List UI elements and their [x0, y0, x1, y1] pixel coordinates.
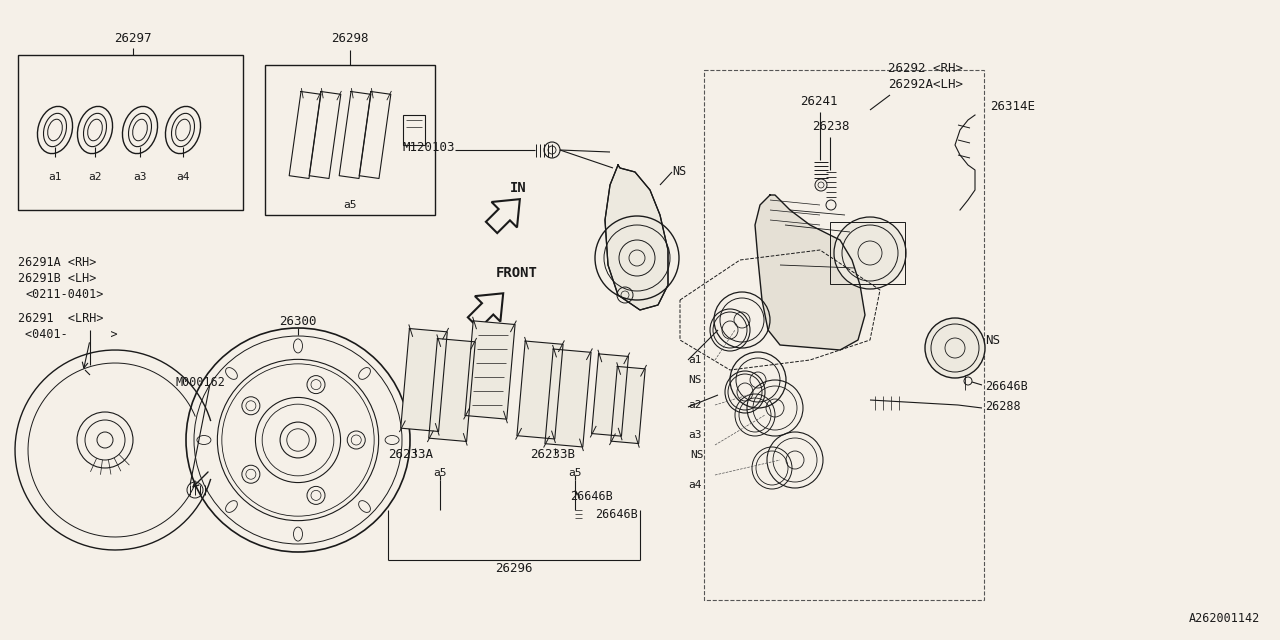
Polygon shape — [545, 349, 591, 447]
Text: 26646B: 26646B — [595, 508, 637, 521]
Polygon shape — [591, 354, 628, 436]
Polygon shape — [611, 367, 645, 444]
Text: M120103: M120103 — [402, 141, 454, 154]
Bar — [18, 55, 243, 210]
Circle shape — [835, 217, 906, 289]
Text: 26300: 26300 — [279, 315, 316, 328]
Text: 26288: 26288 — [986, 400, 1020, 413]
Bar — [829, 222, 905, 284]
Text: 26291B <LH>: 26291B <LH> — [18, 272, 96, 285]
Text: 26233B: 26233B — [530, 448, 575, 461]
Text: a3: a3 — [689, 430, 701, 440]
Text: a5: a5 — [568, 468, 581, 478]
Bar — [403, 115, 425, 145]
Text: M000162: M000162 — [175, 376, 225, 389]
Text: 26291  <LRH>: 26291 <LRH> — [18, 312, 104, 325]
Text: NS: NS — [690, 450, 704, 460]
Text: 26646B: 26646B — [986, 380, 1028, 393]
Polygon shape — [486, 199, 520, 233]
Text: a5: a5 — [343, 200, 357, 210]
Text: a3: a3 — [133, 172, 147, 182]
Text: a1: a1 — [689, 355, 701, 365]
Text: a4: a4 — [177, 172, 189, 182]
Polygon shape — [755, 195, 865, 350]
Text: 26241: 26241 — [800, 95, 837, 108]
Text: a4: a4 — [689, 480, 701, 490]
Polygon shape — [429, 339, 475, 442]
Text: <0401-      >: <0401- > — [26, 328, 118, 341]
Text: a1: a1 — [49, 172, 61, 182]
Text: NS: NS — [689, 375, 701, 385]
Text: A262001142: A262001142 — [1189, 612, 1260, 625]
Polygon shape — [401, 328, 447, 431]
Text: 26292A<LH>: 26292A<LH> — [888, 78, 963, 91]
Bar — [265, 65, 435, 215]
Text: a2: a2 — [689, 400, 701, 410]
Circle shape — [925, 318, 986, 378]
Text: a5: a5 — [433, 468, 447, 478]
Text: 26297: 26297 — [114, 32, 152, 45]
Bar — [704, 70, 984, 600]
Text: IN: IN — [509, 181, 527, 195]
Polygon shape — [468, 293, 503, 329]
Text: 26298: 26298 — [332, 32, 369, 45]
Text: 26292 <RH>: 26292 <RH> — [888, 62, 963, 75]
Text: 26314E: 26314E — [989, 100, 1036, 113]
Text: 26238: 26238 — [812, 120, 850, 133]
Text: NS: NS — [986, 333, 1000, 346]
Polygon shape — [605, 165, 668, 310]
Polygon shape — [517, 341, 563, 439]
Text: a2: a2 — [88, 172, 101, 182]
Text: 26296: 26296 — [495, 562, 532, 575]
Text: FRONT: FRONT — [497, 266, 538, 280]
Text: 26646B: 26646B — [570, 490, 613, 503]
Text: 26233A: 26233A — [388, 448, 433, 461]
Text: 26291A <RH>: 26291A <RH> — [18, 256, 96, 269]
Text: NS: NS — [672, 165, 686, 178]
Text: <0211-0401>: <0211-0401> — [26, 288, 104, 301]
Polygon shape — [465, 321, 515, 419]
